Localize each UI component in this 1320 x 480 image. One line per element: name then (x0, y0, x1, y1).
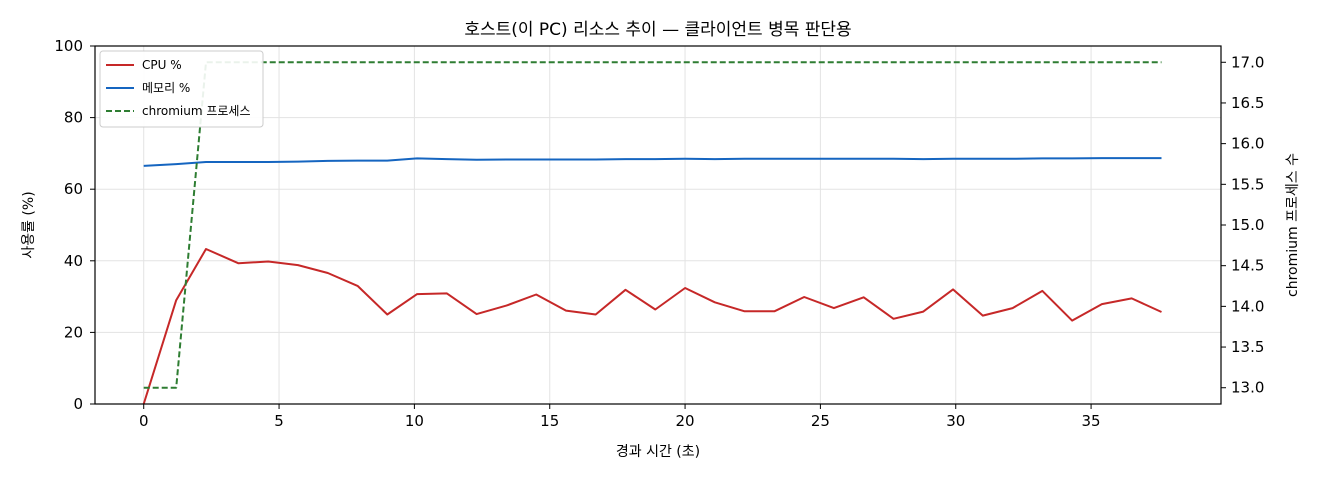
x-tick-label: 15 (540, 412, 559, 430)
grid (95, 45, 1221, 405)
series-line-memory (143, 157, 1162, 167)
y2-tick-label: 14.5 (1231, 257, 1264, 275)
legend-label-memory: 메모리 % (142, 81, 190, 95)
y2-tick-label: 13.5 (1231, 338, 1264, 356)
y2-tick-label: 16.5 (1231, 94, 1264, 112)
y-axis-label: 사용률 (%) (21, 191, 37, 258)
y-axis-ticks: 0 20 40 60 80 100 (54, 37, 95, 413)
x-tick-label: 25 (811, 412, 830, 430)
x-axis-ticks: 0 5 10 15 20 25 30 35 (139, 404, 1101, 430)
y-tick-label: 60 (64, 180, 83, 198)
y-tick-label: 40 (64, 252, 83, 270)
legend: CPU % 메모리 % chromium 프로세스 (99, 50, 264, 128)
y2-axis-label: chromium 프로세스 수 (1285, 153, 1301, 297)
y2-tick-label: 17.0 (1231, 53, 1264, 71)
y2-tick-label: 16.0 (1231, 135, 1264, 153)
y-tick-label: 100 (54, 37, 83, 55)
plot-frame (94, 45, 1222, 405)
x-tick-label: 20 (676, 412, 695, 430)
x-tick-label: 5 (274, 412, 284, 430)
legend-label-chromium: chromium 프로세스 (142, 104, 251, 118)
y2-tick-label: 14.0 (1231, 297, 1264, 315)
x-tick-label: 0 (139, 412, 149, 430)
y2-tick-label: 15.0 (1231, 216, 1264, 234)
y-tick-label: 20 (64, 323, 83, 341)
series-line-chromium (143, 61, 1162, 389)
chart-title: 호스트(이 PC) 리소스 추이 — 클라이언트 병목 판단용 (464, 20, 851, 40)
y2-axis-ticks: 13.0 13.5 14.0 14.5 15.0 15.5 16.0 16.5 17.0 (1221, 53, 1264, 397)
y-tick-label: 80 (64, 109, 83, 127)
x-tick-label: 10 (405, 412, 424, 430)
y2-tick-label: 15.5 (1231, 175, 1264, 193)
y2-tick-label: 13.0 (1231, 379, 1264, 397)
x-axis-label: 경과 시간 (초) (616, 444, 700, 460)
y-tick-label: 0 (73, 395, 83, 413)
legend-box (99, 50, 264, 128)
x-tick-label: 35 (1082, 412, 1101, 430)
x-tick-label: 30 (946, 412, 965, 430)
series-layer (142, 61, 1162, 405)
legend-label-cpu: CPU % (142, 58, 182, 72)
series-line-cpu (142, 248, 1162, 405)
